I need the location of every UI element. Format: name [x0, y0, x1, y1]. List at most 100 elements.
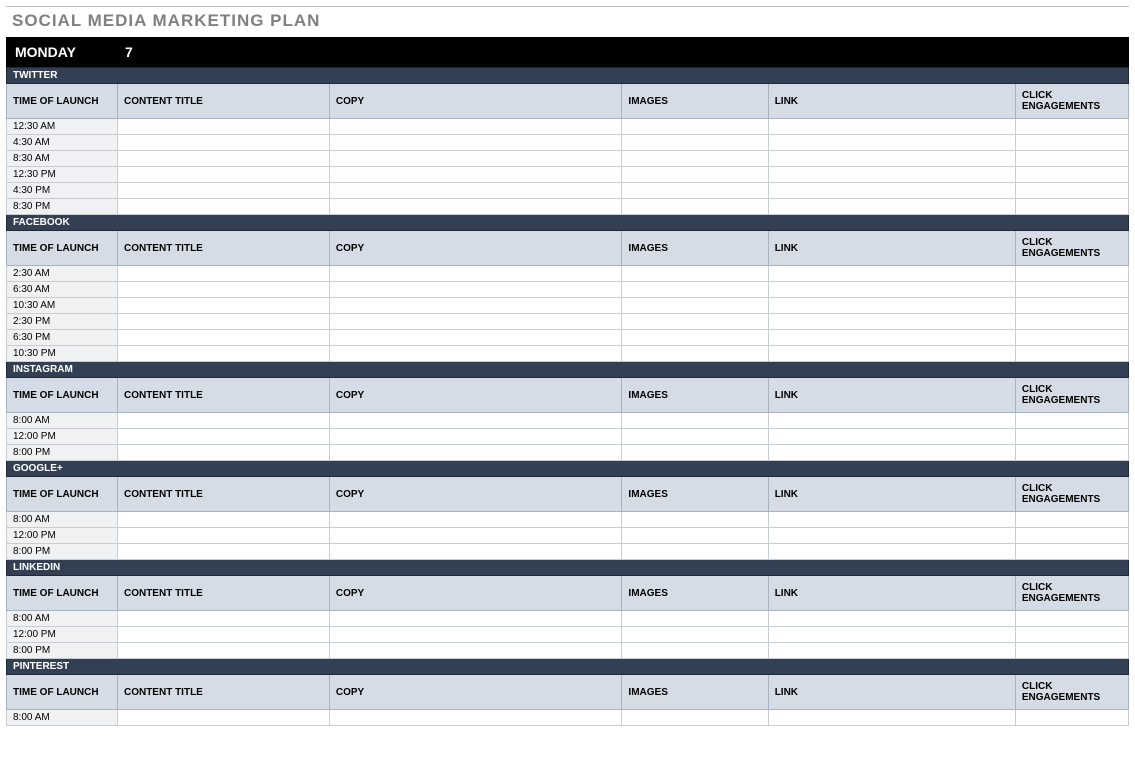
cell-link[interactable]: [768, 544, 1015, 560]
cell-time[interactable]: 8:00 AM: [7, 710, 118, 726]
cell-copy[interactable]: [329, 710, 622, 726]
cell-time[interactable]: 6:30 AM: [7, 282, 118, 298]
cell-link[interactable]: [768, 627, 1015, 643]
cell-images[interactable]: [622, 413, 768, 429]
cell-title[interactable]: [117, 119, 329, 135]
cell-click[interactable]: [1015, 151, 1128, 167]
cell-title[interactable]: [117, 413, 329, 429]
cell-title[interactable]: [117, 528, 329, 544]
cell-link[interactable]: [768, 298, 1015, 314]
cell-click[interactable]: [1015, 135, 1128, 151]
cell-link[interactable]: [768, 528, 1015, 544]
cell-link[interactable]: [768, 183, 1015, 199]
cell-copy[interactable]: [329, 643, 622, 659]
cell-link[interactable]: [768, 643, 1015, 659]
cell-title[interactable]: [117, 429, 329, 445]
cell-link[interactable]: [768, 611, 1015, 627]
cell-link[interactable]: [768, 330, 1015, 346]
cell-link[interactable]: [768, 346, 1015, 362]
cell-click[interactable]: [1015, 627, 1128, 643]
cell-title[interactable]: [117, 627, 329, 643]
cell-copy[interactable]: [329, 445, 622, 461]
cell-copy[interactable]: [329, 282, 622, 298]
cell-images[interactable]: [622, 119, 768, 135]
cell-copy[interactable]: [329, 167, 622, 183]
cell-time[interactable]: 8:00 AM: [7, 413, 118, 429]
cell-click[interactable]: [1015, 314, 1128, 330]
cell-images[interactable]: [622, 135, 768, 151]
cell-copy[interactable]: [329, 183, 622, 199]
cell-title[interactable]: [117, 298, 329, 314]
cell-click[interactable]: [1015, 266, 1128, 282]
cell-title[interactable]: [117, 512, 329, 528]
cell-time[interactable]: 2:30 PM: [7, 314, 118, 330]
cell-title[interactable]: [117, 710, 329, 726]
cell-title[interactable]: [117, 151, 329, 167]
cell-copy[interactable]: [329, 346, 622, 362]
cell-images[interactable]: [622, 282, 768, 298]
cell-click[interactable]: [1015, 643, 1128, 659]
cell-title[interactable]: [117, 346, 329, 362]
cell-click[interactable]: [1015, 167, 1128, 183]
cell-copy[interactable]: [329, 151, 622, 167]
cell-copy[interactable]: [329, 528, 622, 544]
cell-images[interactable]: [622, 330, 768, 346]
cell-images[interactable]: [622, 643, 768, 659]
cell-time[interactable]: 10:30 AM: [7, 298, 118, 314]
cell-images[interactable]: [622, 151, 768, 167]
cell-time[interactable]: 12:30 AM: [7, 119, 118, 135]
cell-copy[interactable]: [329, 314, 622, 330]
cell-link[interactable]: [768, 135, 1015, 151]
cell-link[interactable]: [768, 512, 1015, 528]
cell-time[interactable]: 8:00 AM: [7, 611, 118, 627]
cell-copy[interactable]: [329, 135, 622, 151]
cell-click[interactable]: [1015, 611, 1128, 627]
cell-copy[interactable]: [329, 512, 622, 528]
cell-title[interactable]: [117, 282, 329, 298]
cell-images[interactable]: [622, 512, 768, 528]
cell-images[interactable]: [622, 544, 768, 560]
cell-images[interactable]: [622, 167, 768, 183]
cell-title[interactable]: [117, 266, 329, 282]
cell-images[interactable]: [622, 445, 768, 461]
cell-images[interactable]: [622, 627, 768, 643]
cell-time[interactable]: 8:00 AM: [7, 512, 118, 528]
cell-title[interactable]: [117, 445, 329, 461]
cell-link[interactable]: [768, 710, 1015, 726]
cell-link[interactable]: [768, 266, 1015, 282]
cell-click[interactable]: [1015, 330, 1128, 346]
cell-copy[interactable]: [329, 627, 622, 643]
cell-images[interactable]: [622, 314, 768, 330]
cell-click[interactable]: [1015, 544, 1128, 560]
cell-link[interactable]: [768, 119, 1015, 135]
cell-link[interactable]: [768, 429, 1015, 445]
cell-click[interactable]: [1015, 183, 1128, 199]
cell-click[interactable]: [1015, 512, 1128, 528]
cell-title[interactable]: [117, 314, 329, 330]
cell-images[interactable]: [622, 298, 768, 314]
cell-click[interactable]: [1015, 528, 1128, 544]
cell-click[interactable]: [1015, 199, 1128, 215]
cell-copy[interactable]: [329, 266, 622, 282]
cell-link[interactable]: [768, 199, 1015, 215]
cell-click[interactable]: [1015, 710, 1128, 726]
cell-title[interactable]: [117, 643, 329, 659]
cell-time[interactable]: 8:00 PM: [7, 544, 118, 560]
cell-copy[interactable]: [329, 119, 622, 135]
cell-images[interactable]: [622, 199, 768, 215]
cell-title[interactable]: [117, 167, 329, 183]
cell-time[interactable]: 12:00 PM: [7, 627, 118, 643]
cell-title[interactable]: [117, 199, 329, 215]
cell-copy[interactable]: [329, 199, 622, 215]
cell-link[interactable]: [768, 445, 1015, 461]
cell-link[interactable]: [768, 151, 1015, 167]
cell-images[interactable]: [622, 429, 768, 445]
cell-time[interactable]: 8:30 AM: [7, 151, 118, 167]
cell-link[interactable]: [768, 167, 1015, 183]
cell-click[interactable]: [1015, 298, 1128, 314]
cell-click[interactable]: [1015, 429, 1128, 445]
cell-title[interactable]: [117, 611, 329, 627]
cell-click[interactable]: [1015, 119, 1128, 135]
cell-time[interactable]: 8:00 PM: [7, 643, 118, 659]
cell-title[interactable]: [117, 135, 329, 151]
